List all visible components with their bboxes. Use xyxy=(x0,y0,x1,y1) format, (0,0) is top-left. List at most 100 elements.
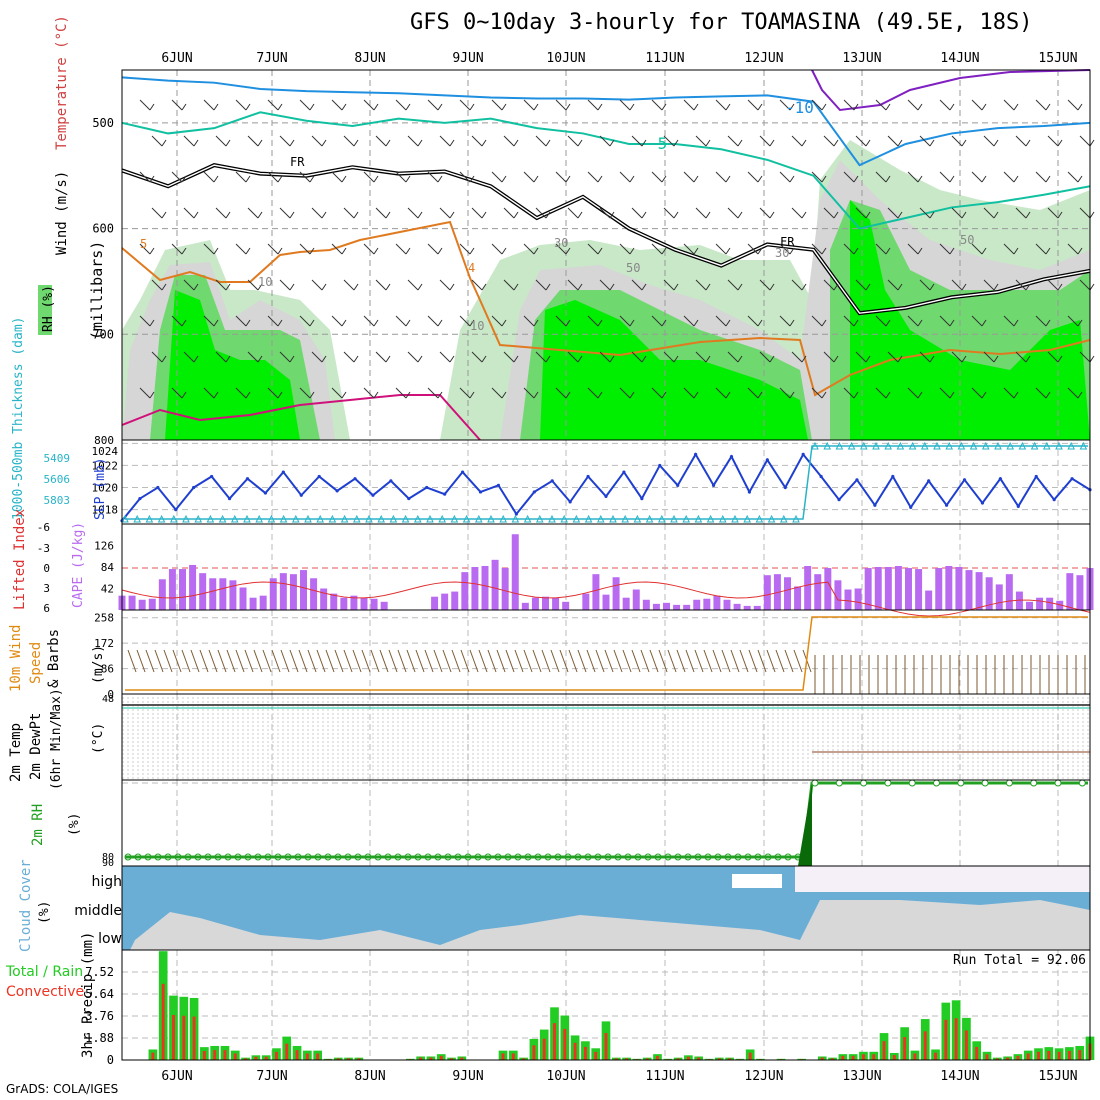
slp-point xyxy=(586,474,590,479)
upper-wind-barb xyxy=(727,279,739,291)
slp-point xyxy=(747,490,752,494)
upper-wind-barb-flag xyxy=(609,139,615,147)
upper-wind-barb xyxy=(907,387,919,399)
upper-wind-barb-flag xyxy=(1089,283,1095,291)
precip-bar-convective xyxy=(645,1058,649,1060)
upper-wind-barb-flag xyxy=(789,391,795,399)
upper-wind-barb xyxy=(183,135,195,147)
wind-barb xyxy=(379,649,389,673)
upper-wind-barb-flag xyxy=(545,139,551,147)
thickness-marker xyxy=(328,514,337,523)
upper-wind-barb-flag xyxy=(341,391,347,399)
upper-wind-barb xyxy=(439,207,451,219)
cloud-layer-label: low xyxy=(98,931,122,947)
thickness-marker xyxy=(487,514,495,523)
upper-wind-barb xyxy=(747,315,759,327)
upper-wind-barb-flag xyxy=(373,103,379,111)
upper-wind-barb-flag xyxy=(993,283,999,291)
wind-barb xyxy=(703,649,713,673)
upper-wind-barb xyxy=(247,207,259,219)
upper-wind-barb-flag xyxy=(929,139,935,147)
cape-bar xyxy=(562,601,570,610)
upper-wind-barb xyxy=(235,315,247,327)
upper-wind-barb-flag xyxy=(885,103,891,111)
precip-bar-convective xyxy=(686,1056,690,1060)
upper-wind-barb-flag xyxy=(245,319,251,327)
upper-wind-barb-flag xyxy=(405,175,411,183)
upper-wind-barb-flag xyxy=(961,139,967,147)
upper-wind-barb xyxy=(759,135,771,147)
precip-ytick: 3.76 xyxy=(85,1009,114,1023)
slp-point xyxy=(729,454,734,459)
upper-wind-barb-flag xyxy=(353,211,359,219)
upper-wind-barb-flag xyxy=(501,391,507,399)
upper-wind-barb-flag xyxy=(641,211,647,219)
upper-wind-barb xyxy=(939,99,951,111)
thickness-marker xyxy=(377,514,386,523)
upper-wind-barb-flag xyxy=(833,211,839,219)
upper-wind-barb xyxy=(183,351,195,363)
precip-bar-convective xyxy=(934,1052,937,1060)
wind-barb xyxy=(577,649,587,673)
upper-wind-barb xyxy=(919,279,931,291)
thickness-marker xyxy=(835,441,844,450)
cloud-layer-label: high xyxy=(91,874,122,890)
thickness-marker xyxy=(352,514,361,523)
upper-wind-barb xyxy=(491,387,503,399)
wind-barb xyxy=(469,649,479,673)
upper-wind-barb-flag xyxy=(277,247,283,255)
upper-wind-barb-flag xyxy=(373,391,379,399)
upper-wind-barb-flag xyxy=(917,175,923,183)
upper-wind-barb xyxy=(299,243,311,255)
upper-wind-barb-flag xyxy=(257,355,263,363)
upper-wind-barb-flag xyxy=(449,139,455,147)
upper-wind-barb-flag xyxy=(1025,355,1031,363)
cape-bar xyxy=(864,568,872,610)
upper-wind-barb xyxy=(171,171,183,183)
upper-wind-barb-flag xyxy=(565,103,571,111)
thickness-marker xyxy=(438,514,447,523)
cape-bar xyxy=(955,567,963,610)
upper-wind-barb-flag xyxy=(225,139,231,147)
rh-point-after xyxy=(908,779,916,787)
upper-wind-barb xyxy=(1079,207,1091,219)
upper-wind-barb-flag xyxy=(673,355,679,363)
upper-wind-barb-flag xyxy=(469,103,475,111)
cape-bar xyxy=(552,597,560,610)
upper-wind-barb-flag xyxy=(641,283,647,291)
cape-bar xyxy=(461,572,469,610)
wind-ytick: 86 xyxy=(101,663,114,676)
upper-wind-barb xyxy=(683,243,695,255)
legend-wind: Wind (m/s) xyxy=(54,171,70,255)
upper-wind-barb-flag xyxy=(597,103,603,111)
upper-wind-barb xyxy=(151,207,163,219)
thickness-marker xyxy=(413,514,422,523)
upper-wind-barb-flag xyxy=(917,319,923,327)
wind-ytick: 172 xyxy=(94,637,114,650)
wind-barb xyxy=(775,649,785,673)
upper-wind-barb xyxy=(619,387,631,399)
cape-bar xyxy=(965,570,973,610)
slp-ylabel: SLP (mb) xyxy=(93,457,108,520)
upper-wind-barb-flag xyxy=(1077,247,1083,255)
upper-wind-barb-flag xyxy=(149,319,155,327)
upper-wind-barb-flag xyxy=(597,391,603,399)
upper-wind-barb xyxy=(1015,351,1027,363)
upper-wind-barb-flag xyxy=(161,355,167,363)
upper-wind-barb-flag xyxy=(789,175,795,183)
thickness-marker xyxy=(811,441,819,450)
wind-barb xyxy=(586,649,596,673)
cape-bar xyxy=(1056,600,1064,610)
upper-wind-barb xyxy=(395,99,407,111)
upper-wind-barb-flag xyxy=(757,247,763,255)
upper-wind-barb xyxy=(1047,279,1059,291)
precip-bar-convective xyxy=(913,1053,917,1060)
upper-wind-barb-flag xyxy=(513,139,519,147)
thickness-marker xyxy=(645,514,654,523)
wind-barb xyxy=(289,649,299,673)
upper-wind-barb xyxy=(811,99,823,111)
upper-wind-barb-flag xyxy=(725,391,731,399)
thickness-marker xyxy=(755,514,764,523)
upper-wind-barb-flag xyxy=(481,355,487,363)
upper-wind-barb-flag xyxy=(353,139,359,147)
